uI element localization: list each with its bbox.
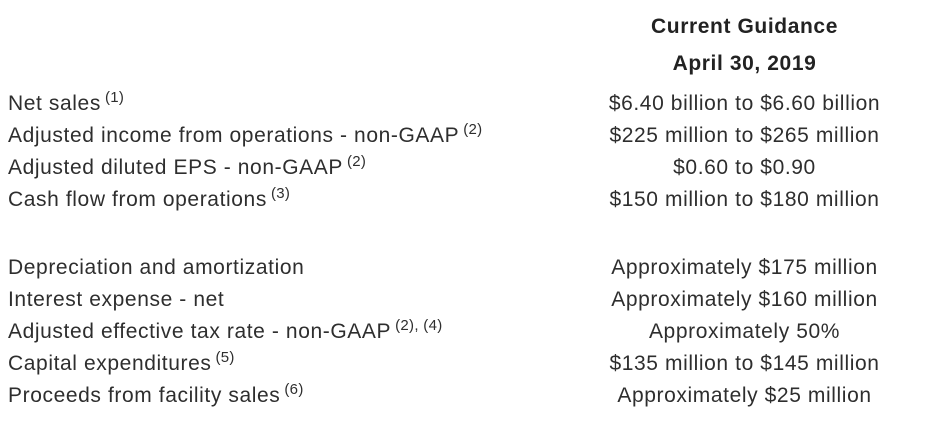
footnote-ref: (6) <box>284 381 304 398</box>
table-row: Adjusted effective tax rate - non-GAAP (2… <box>8 316 927 348</box>
footnote-ref: (2), (4) <box>395 317 443 334</box>
section-divider-gap <box>8 216 927 252</box>
guidance-section-primary: Net sales (1) $6.40 billion to $6.60 bill… <box>8 88 927 216</box>
table-row: Capital expenditures (5) $135 million to … <box>8 348 927 380</box>
value-column-header: Current Guidance April 30, 2019 <box>562 8 927 82</box>
row-label: Capital expenditures (5) <box>8 348 562 380</box>
row-label-text: Proceeds from facility sales <box>8 384 281 407</box>
row-label: Depreciation and amortization <box>8 252 562 284</box>
table-row: Adjusted diluted EPS - non-GAAP (2) $0.60… <box>8 152 927 184</box>
table-row: Interest expense - net Approximately $16… <box>8 284 927 316</box>
row-value: $6.40 billion to $6.60 billion <box>608 92 881 115</box>
row-value: Approximately 50% <box>648 320 841 343</box>
row-value: Approximately $25 million <box>617 384 872 407</box>
footnote-ref: (1) <box>104 89 125 106</box>
row-label: Cash flow from operations (3) <box>8 184 562 216</box>
table-row: Proceeds from facility sales (6) Approxim… <box>8 380 927 412</box>
row-label: Net sales (1) <box>8 88 562 120</box>
row-label-text: Adjusted effective tax rate - non-GAAP <box>8 320 392 343</box>
table-row: Depreciation and amortization Approximat… <box>8 252 927 284</box>
row-label-text: Interest expense - net <box>8 288 225 311</box>
row-label: Adjusted diluted EPS - non-GAAP (2) <box>8 152 562 184</box>
guidance-section-secondary: Depreciation and amortization Approximat… <box>8 252 927 412</box>
row-value: Approximately $175 million <box>611 256 878 279</box>
table-row: Net sales (1) $6.40 billion to $6.60 bill… <box>8 88 927 120</box>
row-value: $225 million to $265 million <box>609 124 880 147</box>
table-row: Adjusted income from operations - non-GA… <box>8 120 927 152</box>
row-label: Proceeds from facility sales (6) <box>8 380 562 412</box>
row-label-text: Cash flow from operations <box>8 188 267 211</box>
column-header-date: April 30, 2019 <box>672 52 817 75</box>
row-value: $135 million to $145 million <box>609 352 880 375</box>
column-header-title: Current Guidance <box>651 15 838 38</box>
row-value: $150 million to $180 million <box>609 188 880 211</box>
row-label-text: Adjusted diluted EPS - non-GAAP <box>8 156 343 179</box>
row-label-text: Depreciation and amortization <box>8 256 305 279</box>
table-row: Cash flow from operations (3) $150 millio… <box>8 184 927 216</box>
row-label: Interest expense - net <box>8 284 562 316</box>
row-label: Adjusted income from operations - non-GA… <box>8 120 562 152</box>
footnote-ref: (2) <box>346 153 367 170</box>
guidance-table: Net sales (1) $6.40 billion to $6.60 bill… <box>8 88 927 412</box>
row-value: $0.60 to $0.90 <box>673 156 816 179</box>
footnote-ref: (5) <box>215 349 235 366</box>
row-value: Approximately $160 million <box>611 288 878 311</box>
row-label-text: Adjusted income from operations - non-GA… <box>8 124 460 147</box>
footnote-ref: (3) <box>270 185 291 202</box>
row-label-text: Net sales <box>8 92 101 115</box>
row-label-text: Capital expenditures <box>8 352 212 375</box>
row-label: Adjusted effective tax rate - non-GAAP (2… <box>8 316 562 348</box>
footnote-ref: (2) <box>463 121 483 138</box>
